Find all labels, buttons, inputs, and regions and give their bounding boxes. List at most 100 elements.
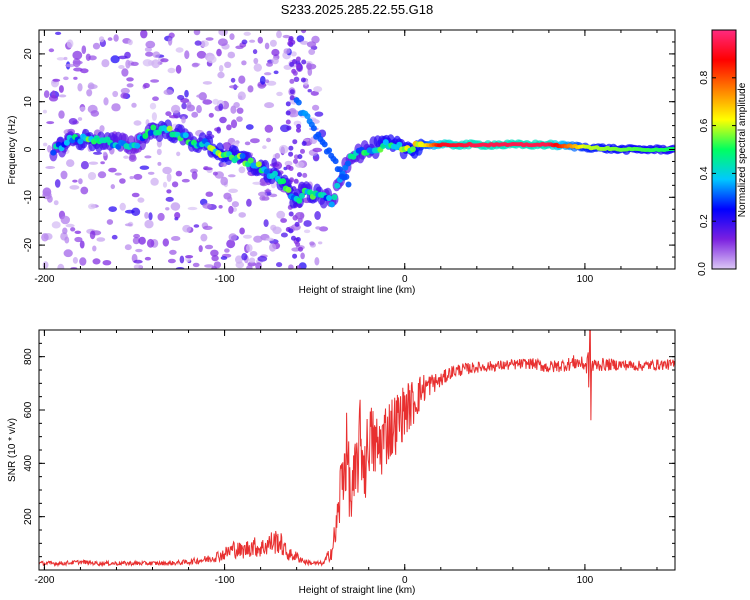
heatmap-noise-cell	[175, 47, 184, 53]
heatmap-noise-cell	[114, 172, 122, 176]
heatmap-noise-cell	[135, 248, 143, 253]
heatmap-noise-cell	[231, 201, 239, 208]
heatmap-noise-cell	[271, 48, 280, 57]
heatmap-noise-cell	[124, 244, 132, 251]
colorbar-label: Normalized spectral amplitude	[737, 82, 748, 217]
heatmap-noise-cell	[92, 258, 101, 265]
heatmap-ridge-cell	[63, 139, 70, 146]
heatmap-noise-cell	[246, 244, 253, 253]
heatmap-noise-cell	[70, 227, 76, 232]
heatmap-ridge-cell	[382, 139, 389, 146]
heatmap-ridge-cell	[263, 168, 270, 175]
heatmap-noise-cell	[47, 195, 53, 203]
heatmap-noise-cell	[72, 257, 78, 264]
heatmap-noise-cell	[65, 63, 75, 68]
heatmap-noise-cell	[238, 212, 246, 218]
snr-x-label: Height of straight line (km)	[299, 585, 416, 596]
heatmap-noise-cell	[262, 145, 267, 150]
heatmap-noise-cell	[276, 30, 282, 39]
heatmap-noise-cell	[288, 211, 294, 217]
heatmap-noise-cell	[289, 78, 295, 84]
heatmap-noise-cell	[253, 57, 259, 65]
heatmap-noise-cell	[259, 181, 268, 187]
heatmap-x-label: Height of straight line (km)	[299, 285, 416, 296]
heatmap-noise-cell	[307, 89, 312, 93]
heatmap-noise-cell	[52, 78, 61, 82]
heatmap-noise-cell	[150, 177, 159, 186]
heatmap-branch-cell	[304, 113, 311, 120]
heatmap-noise-cell	[301, 141, 307, 146]
heatmap-noise-cell	[291, 235, 296, 241]
heatmap-noise-cell	[253, 63, 262, 72]
heatmap-noise-cell	[301, 30, 307, 34]
heatmap-noise-cell	[205, 37, 214, 41]
heatmap-noise-cell	[66, 159, 75, 168]
heatmap-noise-cell	[300, 148, 305, 154]
heatmap-noise-cell	[230, 119, 238, 129]
heatmap-noise-cell	[226, 124, 232, 131]
snr-y-ticks: 200 400 600 800	[23, 329, 675, 558]
heatmap-noise-cell	[238, 75, 246, 84]
heatmap-noise-cell	[113, 34, 119, 42]
heatmap-noise-cell	[88, 203, 96, 210]
heatmap-noise-cell	[80, 186, 89, 195]
heatmap-noise-cell	[86, 89, 93, 97]
heatmap-noise-cell	[314, 111, 324, 117]
heatmap-noise-cell	[152, 51, 161, 58]
heatmap-noise-cell	[133, 259, 143, 264]
heatmap-noise-cell	[163, 89, 174, 96]
heatmap-noise-cell	[228, 233, 238, 241]
heatmap-noise-cell	[312, 147, 323, 153]
heatmap-noise-cell	[171, 104, 181, 114]
heatmap-noise-cell	[313, 156, 319, 161]
heatmap-noise-cell	[230, 77, 236, 83]
heatmap-noise-cell	[313, 86, 323, 93]
heatmap-noise-cell	[58, 85, 64, 93]
heatmap-noise-cell	[276, 210, 286, 219]
heatmap-noise-cell	[129, 176, 134, 180]
heatmap-noise-cell	[264, 42, 270, 50]
heatmap-noise-cell	[73, 76, 78, 80]
colorbar-tick-label: 0.0	[697, 262, 708, 276]
heatmap-noise-cell	[168, 32, 175, 39]
heatmap-noise-cell	[298, 246, 303, 252]
heatmap-noise-cell	[128, 154, 137, 162]
heatmap-noise-cell	[102, 260, 112, 266]
heatmap-noise-cell	[117, 55, 128, 60]
heatmap-noise-cell	[139, 165, 150, 170]
heatmap-noise-cell	[227, 51, 236, 59]
heatmap-noise-cell	[120, 87, 130, 94]
heatmap-branch-cell	[326, 147, 333, 154]
colorbar-tick-label: 0.6	[699, 118, 710, 132]
heatmap-noise-cell	[144, 219, 154, 229]
heatmap-noise-cell	[169, 249, 177, 255]
heatmap-branch-cell	[295, 99, 302, 106]
heatmap-noise-cell	[98, 36, 105, 43]
heatmap-noise-cell	[196, 94, 205, 98]
heatmap-noise-cell	[314, 211, 321, 220]
heatmap-noise-cell	[196, 105, 202, 114]
heatmap-noise-cell	[89, 230, 96, 240]
heatmap-noise-cell	[108, 206, 117, 213]
heatmap-noise-cell	[193, 224, 200, 228]
heatmap-noise-cell	[290, 51, 297, 57]
heatmap-noise-cell	[73, 67, 83, 72]
heatmap-noise-cell	[146, 238, 155, 248]
heatmap-noise-cell	[92, 42, 101, 50]
heatmap-noise-cell	[283, 48, 291, 54]
heatmap-noise-cell	[148, 212, 153, 221]
heatmap-ridge-cell	[334, 182, 341, 189]
heatmap-noise-cell	[224, 61, 232, 68]
heatmap-noise-cell	[179, 255, 185, 264]
heatmap-noise-cell	[241, 39, 248, 45]
heatmap-branch-cell	[345, 181, 352, 188]
heatmap-noise-cell	[239, 227, 245, 235]
heatmap-x-tick-label: 100	[577, 274, 594, 285]
heatmap-noise-cell	[119, 202, 126, 211]
heatmap-noise-cell	[296, 265, 301, 269]
heatmap-ridge-cell	[299, 192, 305, 199]
heatmap-noise-cell	[292, 59, 297, 64]
heatmap-noise-cell	[258, 191, 268, 197]
